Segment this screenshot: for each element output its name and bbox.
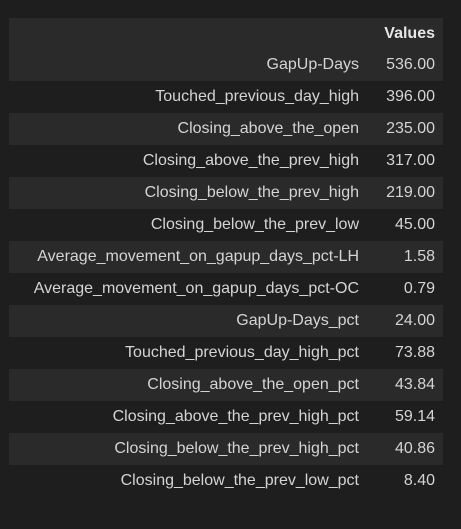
row-label: Touched_previous_day_high_pct — [9, 337, 371, 369]
row-label: Closing_below_the_prev_high — [9, 177, 371, 209]
row-value: 219.00 — [371, 177, 443, 209]
row-label: Average_movement_on_gapup_days_pct-OC — [9, 273, 371, 305]
row-value: 43.84 — [371, 369, 443, 401]
table-header-row: Values — [9, 18, 443, 49]
table-row: Closing_above_the_prev_high 317.00 — [9, 145, 443, 177]
table-row: Closing_below_the_prev_high 219.00 — [9, 177, 443, 209]
row-value: 24.00 — [371, 305, 443, 337]
row-label: Closing_above_the_open_pct — [9, 369, 371, 401]
values-column-header: Values — [371, 18, 443, 49]
row-value: 0.79 — [371, 273, 443, 305]
row-value: 317.00 — [371, 145, 443, 177]
table-row: Average_movement_on_gapup_days_pct-LH 1.5… — [9, 241, 443, 273]
row-label: Closing_above_the_prev_high — [9, 145, 371, 177]
row-value: 396.00 — [371, 81, 443, 113]
row-value: 536.00 — [371, 49, 443, 81]
row-label: Closing_above_the_prev_high_pct — [9, 401, 371, 433]
row-value: 59.14 — [371, 401, 443, 433]
row-label: Closing_below_the_prev_high_pct — [9, 433, 371, 465]
table-row: Touched_previous_day_high_pct 73.88 — [9, 337, 443, 369]
index-header — [9, 18, 371, 49]
table-body: GapUp-Days 536.00 Touched_previous_day_hig… — [9, 49, 443, 497]
row-label: Average_movement_on_gapup_days_pct-LH — [9, 241, 371, 273]
table-row: Closing_below_the_prev_low_pct 8.40 — [9, 465, 443, 497]
row-value: 45.00 — [371, 209, 443, 241]
row-label: GapUp-Days — [9, 49, 371, 81]
table-row: Closing_above_the_prev_high_pct 59.14 — [9, 401, 443, 433]
table-row: Closing_above_the_open 235.00 — [9, 113, 443, 145]
table-row: GapUp-Days 536.00 — [9, 49, 443, 81]
row-label: Touched_previous_day_high — [9, 81, 371, 113]
table-row: Closing_above_the_open_pct 43.84 — [9, 369, 443, 401]
row-label: GapUp-Days_pct — [9, 305, 371, 337]
table-row: Closing_below_the_prev_high_pct 40.86 — [9, 433, 443, 465]
row-value: 235.00 — [371, 113, 443, 145]
row-value: 40.86 — [371, 433, 443, 465]
table-row: Closing_below_the_prev_low 45.00 — [9, 209, 443, 241]
row-value: 1.58 — [371, 241, 443, 273]
table-row: Average_movement_on_gapup_days_pct-OC 0.7… — [9, 273, 443, 305]
row-label: Closing_above_the_open — [9, 113, 371, 145]
table-row: GapUp-Days_pct 24.00 — [9, 305, 443, 337]
table-row: Touched_previous_day_high 396.00 — [9, 81, 443, 113]
row-value: 73.88 — [371, 337, 443, 369]
dataframe-table: Values GapUp-Days 536.00 Touched_previous_… — [9, 18, 443, 497]
row-label: Closing_below_the_prev_low — [9, 209, 371, 241]
row-value: 8.40 — [371, 465, 443, 497]
row-label: Closing_below_the_prev_low_pct — [9, 465, 371, 497]
